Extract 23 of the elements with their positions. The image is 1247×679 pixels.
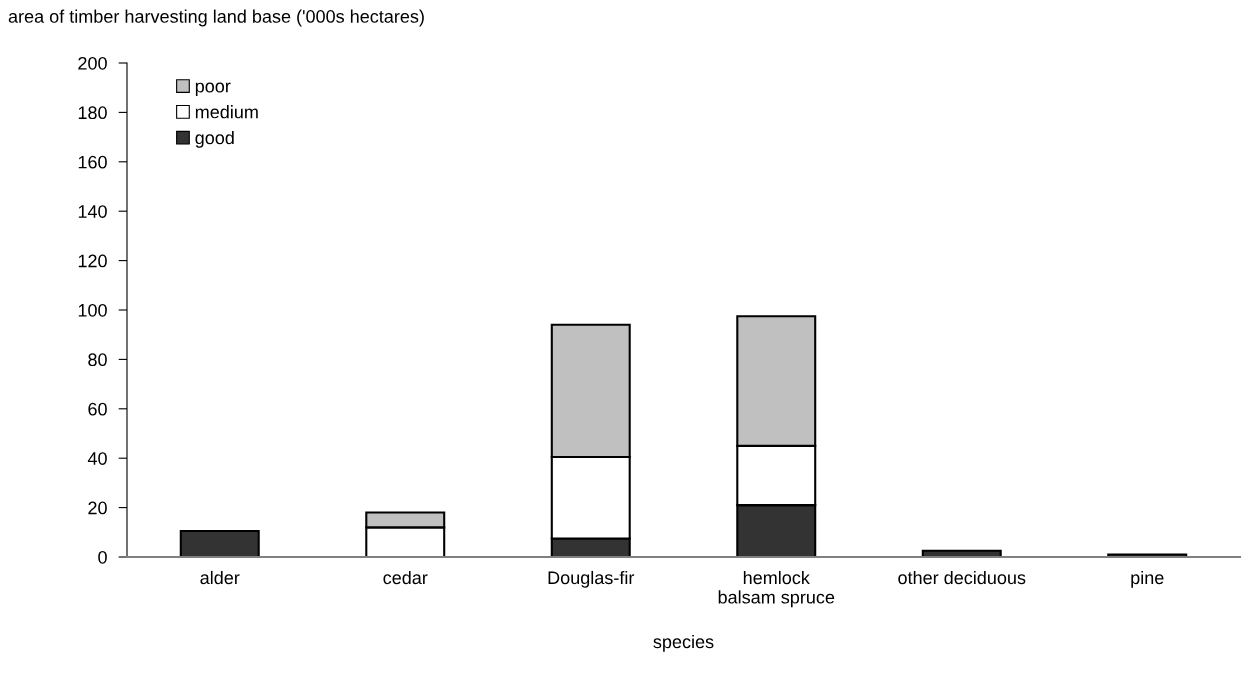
x-tick-label: hemlock balsam spruce — [718, 570, 835, 608]
y-tick-label: 0 — [98, 550, 107, 564]
y-tick-label: 80 — [88, 353, 107, 367]
bar — [179, 530, 260, 557]
y-tick-label: 40 — [87, 452, 107, 465]
legend-label: good — [195, 130, 234, 148]
legend-label: poor — [195, 82, 231, 97]
y-tick-label: 60 — [88, 402, 107, 416]
x-tick-label: pine — [1131, 570, 1164, 588]
y-tick-label: 20 — [88, 501, 107, 515]
x-tick-label: cedar — [383, 570, 428, 585]
x-tick-label: Douglas-fir — [548, 570, 635, 588]
x-axis-title: species — [653, 634, 714, 652]
y-tick-label: 180 — [78, 106, 107, 120]
y-tick-label: 160 — [78, 155, 107, 169]
y-tick-label: 100 — [78, 303, 107, 317]
x-tick-label: alder — [200, 570, 240, 585]
x-tick-label: other deciduous — [898, 570, 1026, 585]
y-tick-label: 140 — [78, 205, 107, 218]
legend-label: medium — [195, 105, 258, 119]
y-tick-label: 200 — [78, 56, 107, 70]
y-tick-label: 120 — [78, 254, 107, 268]
y-axis-title: area of timber harvesting land base ('000s hectares) — [8, 9, 424, 27]
